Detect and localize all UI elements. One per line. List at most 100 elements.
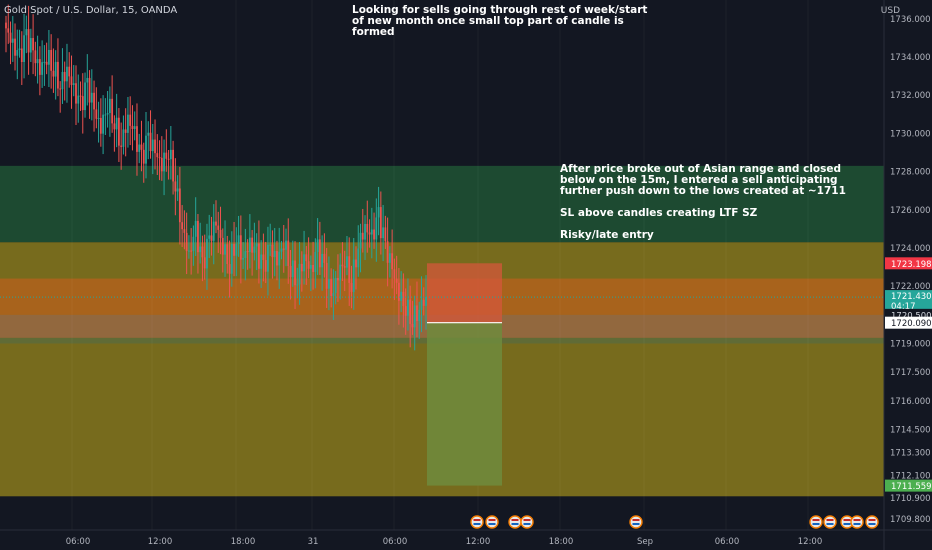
- candle-body: [343, 266, 346, 268]
- candle-body: [151, 139, 154, 152]
- candle-body: [136, 126, 138, 152]
- candle-body: [115, 117, 118, 130]
- candle-body: [11, 38, 14, 43]
- candle-body: [294, 260, 296, 286]
- candle-body: [118, 117, 120, 146]
- candle-body: [404, 306, 407, 316]
- candle-body: [18, 48, 21, 51]
- annotation-top-note[interactable]: Looking for sells going through rest of …: [352, 4, 648, 38]
- candle-body: [203, 257, 206, 269]
- candle-body: [287, 240, 290, 266]
- candle-body: [59, 88, 62, 90]
- candle-body: [246, 251, 249, 253]
- candle-body: [113, 123, 116, 130]
- candle-body: [233, 243, 235, 256]
- candle-body: [361, 232, 364, 240]
- candle-body: [388, 253, 391, 263]
- price-tag-value: 1711.559: [891, 482, 932, 492]
- us-flag-icon[interactable]: [809, 515, 823, 529]
- candle-body: [140, 144, 143, 150]
- annotation-right-note[interactable]: After price broke out of Asian range and…: [560, 163, 846, 241]
- candle-body: [316, 239, 319, 252]
- candle-body: [50, 49, 53, 71]
- candle-body: [271, 244, 274, 258]
- candle-body: [183, 229, 186, 233]
- candle-body: [221, 237, 224, 255]
- price-tag-alert[interactable]: 1723.198: [885, 257, 932, 270]
- us-flag-icon[interactable]: [520, 515, 534, 529]
- position-target-zone[interactable]: [427, 322, 502, 486]
- candle-body: [228, 264, 231, 274]
- us-flag-icon[interactable]: [865, 515, 879, 529]
- us-flag-icon[interactable]: [470, 515, 484, 529]
- us-flag-icon[interactable]: [508, 515, 522, 529]
- candle-body: [235, 243, 238, 256]
- candle-body: [303, 254, 305, 272]
- candle-body: [411, 323, 414, 328]
- time-axis[interactable]: 06:00 12:00 18:00 31 06:00 12:00 18:00 Sep 06:00…: [66, 537, 823, 547]
- candle-body: [43, 61, 46, 63]
- candle-body: [382, 227, 384, 239]
- us-flag-icon[interactable]: [485, 515, 499, 529]
- price-tick-label: 1724.000: [890, 244, 931, 254]
- time-tick-label: 06:00: [66, 537, 91, 547]
- candle-body: [99, 117, 102, 134]
- candle-body: [48, 49, 50, 65]
- candle-body: [34, 50, 37, 64]
- zone-supply[interactable]: [0, 165, 884, 243]
- us-flag-icon[interactable]: [840, 515, 854, 529]
- candle-body: [210, 235, 213, 241]
- candle-body: [226, 244, 229, 265]
- candle-body: [355, 259, 357, 268]
- candle-body: [262, 254, 265, 260]
- candle-body: [330, 279, 333, 297]
- candle-body: [366, 223, 369, 233]
- price-tag-target[interactable]: 1711.559: [885, 479, 932, 493]
- price-tick-label: 1726.000: [890, 206, 931, 216]
- candle-body: [217, 225, 220, 230]
- price-tick-label: 1713.300: [890, 448, 931, 458]
- candle-body: [373, 229, 375, 240]
- price-tick-label: 1712.100: [890, 471, 931, 481]
- candle-body: [239, 235, 242, 260]
- us-flag-icon[interactable]: [629, 515, 643, 529]
- us-flag-icon[interactable]: [850, 515, 864, 529]
- candle-body: [244, 251, 247, 259]
- candle-body: [199, 246, 202, 253]
- symbol-title[interactable]: Gold Spot / U.S. Dollar, 15, OANDA: [4, 5, 178, 16]
- candle-body: [122, 129, 125, 147]
- candle-body: [185, 232, 188, 252]
- price-tag-entry[interactable]: 1720.090: [885, 316, 932, 330]
- event-markers[interactable]: [470, 515, 879, 529]
- candle-body: [79, 95, 82, 97]
- candle-body: [312, 265, 314, 272]
- time-tick-label: Sep: [637, 537, 653, 547]
- candle-body: [93, 92, 95, 110]
- candle-body: [346, 256, 348, 268]
- price-axis[interactable]: 1736.000 1734.000 1732.000 1730.000 1728.000…: [890, 15, 931, 525]
- candle-body: [258, 243, 260, 269]
- candle-body: [285, 240, 287, 250]
- candle-body: [325, 262, 328, 289]
- price-tick-label: 1734.000: [890, 53, 931, 63]
- candle-body: [16, 50, 19, 56]
- position-stop-zone[interactable]: [427, 263, 502, 323]
- candle-body: [357, 248, 360, 268]
- candle-body: [169, 149, 172, 160]
- time-tick-label: 12:00: [466, 537, 491, 547]
- candle-body: [197, 220, 199, 253]
- candle-body: [400, 291, 403, 301]
- candle-body: [84, 82, 86, 111]
- price-tag-value: 1720.500: [891, 311, 932, 321]
- candle-body: [45, 61, 48, 65]
- candle-body: [192, 236, 195, 252]
- us-flag-icon[interactable]: [823, 515, 837, 529]
- candle-body: [190, 250, 193, 252]
- candle-body: [36, 59, 39, 64]
- price-tick-label: 1722.000: [890, 282, 931, 292]
- candle-body: [88, 77, 91, 103]
- candle-countdown: 04:17: [891, 302, 916, 312]
- price-tick-label: 1710.900: [890, 494, 931, 504]
- candle-body: [260, 254, 263, 269]
